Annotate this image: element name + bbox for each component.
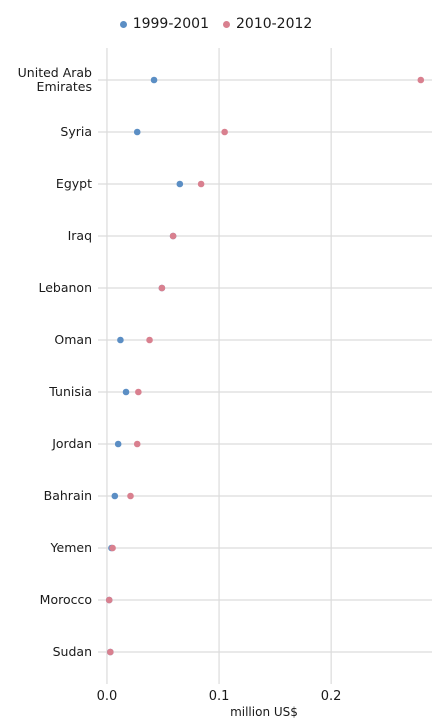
category-label: Syria [60, 124, 92, 139]
point-2010-2012 [417, 76, 425, 84]
point-1999-2001 [111, 492, 119, 500]
point-2010-2012 [221, 128, 228, 136]
point-1999-2001 [150, 76, 158, 84]
point-2010-2012 [105, 596, 113, 604]
point-2010-2012 [197, 180, 205, 188]
x-tick-label: 0.2 [320, 689, 342, 704]
legend-item-1999-2001: 1999-2001 [119, 16, 209, 32]
x-tick-label: 0.1 [208, 689, 230, 704]
point-2010-2012 [107, 648, 114, 656]
category-label: Lebanon [38, 280, 92, 295]
vertical-gridlines [106, 48, 332, 684]
category-label: Oman [54, 332, 92, 347]
point-1999-2001 [122, 388, 130, 396]
point-2010-2012 [135, 388, 142, 396]
point-2010-2012 [133, 440, 141, 448]
x-axis-label: million US$ [230, 705, 298, 719]
legend-marker-1999-2001 [119, 20, 127, 28]
category-label: Yemen [50, 540, 92, 555]
point-2010-2012 [158, 284, 166, 292]
category-label: Tunisia [49, 384, 92, 399]
legend: 1999-2001 2010-2012 [0, 16, 432, 32]
category-label: Morocco [39, 592, 92, 607]
point-1999-2001 [176, 180, 184, 188]
category-label: Sudan [52, 644, 92, 659]
legend-label-1999-2001: 1999-2001 [132, 16, 209, 32]
legend-item-2010-2012: 2010-2012 [223, 16, 312, 32]
category-label: Egypt [55, 176, 92, 191]
x-tick-label: 0.0 [96, 689, 118, 704]
point-2010-2012 [146, 336, 153, 344]
point-2010-2012 [109, 544, 116, 552]
point-1999-2001 [117, 336, 124, 344]
point-2010-2012 [127, 492, 134, 500]
point-2010-2012 [169, 232, 177, 240]
legend-marker-2010-2012 [223, 20, 230, 28]
category-label: Iraq [67, 228, 92, 243]
legend-label-2010-2012: 2010-2012 [236, 16, 313, 32]
horizontal-gridlines [98, 79, 432, 653]
category-label: United Arab Emirates [17, 65, 92, 94]
category-label: Bahrain [43, 488, 92, 503]
data-points [105, 76, 425, 656]
category-label: Jordan [52, 436, 92, 451]
point-1999-2001 [114, 440, 122, 448]
point-1999-2001 [133, 128, 141, 136]
